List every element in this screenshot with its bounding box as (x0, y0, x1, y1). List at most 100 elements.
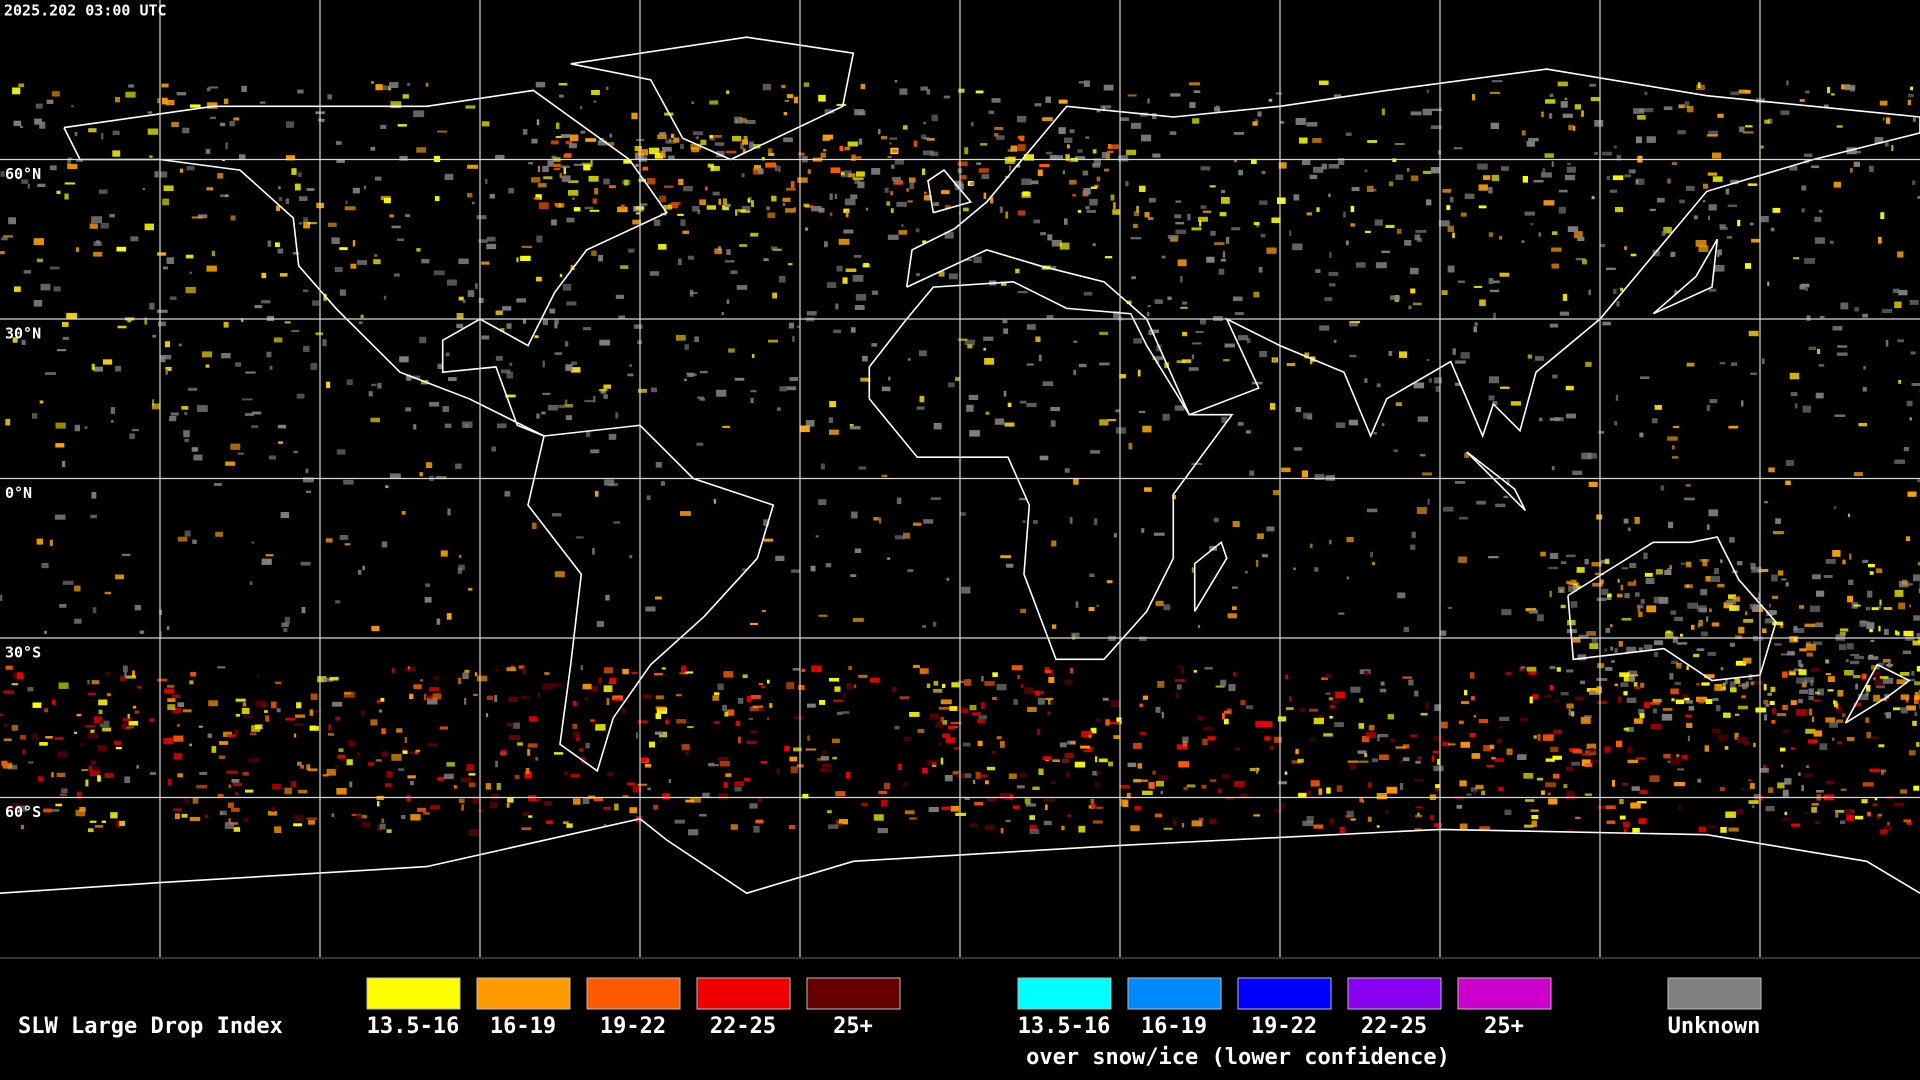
cloud-pixel (1810, 679, 1814, 686)
cloud-pixel (44, 630, 47, 634)
cloud-pixel (940, 716, 945, 723)
cloud-pixel (134, 604, 141, 611)
cloud-pixel (1568, 585, 1577, 592)
cloud-pixel (599, 340, 610, 346)
cloud-pixel (90, 760, 97, 765)
cloud-pixel (1604, 648, 1607, 652)
cloud-pixel (278, 441, 283, 444)
cloud-pixel (464, 669, 470, 673)
cloud-pixel (1020, 684, 1024, 688)
cloud-pixel (1685, 714, 1692, 717)
cloud-pixel (502, 306, 512, 311)
cloud-pixel (1295, 407, 1302, 413)
cloud-pixel (1835, 706, 1843, 713)
cloud-pixel (211, 250, 215, 257)
cloud-pixel (1596, 597, 1607, 602)
cloud-pixel (1491, 174, 1500, 182)
cloud-pixel (1646, 605, 1657, 613)
cloud-pixel (543, 801, 553, 806)
cloud-pixel (828, 417, 833, 423)
cloud-pixel (1590, 97, 1601, 102)
cloud-pixel (1799, 648, 1807, 652)
cloud-pixel (428, 695, 433, 700)
cloud-pixel (1170, 236, 1178, 242)
cloud-pixel (1367, 816, 1372, 822)
cloud-pixel (798, 685, 805, 690)
cloud-pixel (1521, 240, 1525, 243)
cloud-pixel (1878, 744, 1885, 748)
cloud-pixel (1189, 82, 1200, 86)
cloud-pixel (181, 406, 189, 410)
cloud-pixel (1730, 642, 1735, 647)
cloud-pixel (973, 780, 976, 785)
cloud-pixel (565, 364, 573, 371)
cloud-pixel (110, 407, 116, 414)
cloud-pixel (850, 194, 858, 199)
cloud-pixel (785, 208, 796, 213)
cloud-pixel (370, 147, 376, 151)
cloud-pixel (462, 299, 466, 304)
cloud-pixel (39, 121, 46, 129)
cloud-pixel (1831, 93, 1835, 96)
cloud-pixel (994, 133, 999, 137)
cloud-pixel (1046, 315, 1054, 320)
coastline (1193, 540, 1228, 612)
cloud-pixel (231, 779, 240, 783)
cloud-pixel (41, 563, 49, 569)
cloud-pixel (1227, 613, 1237, 619)
legend-swatch (1347, 977, 1442, 1010)
cloud-pixel (1459, 517, 1468, 520)
cloud-pixel (1897, 339, 1904, 343)
cloud-pixel (1681, 562, 1692, 565)
cloud-pixel (1189, 102, 1196, 108)
cloud-pixel (27, 183, 30, 189)
cloud-pixel (757, 168, 764, 174)
cloud-pixel (1853, 604, 1861, 607)
cloud-pixel (3, 724, 8, 727)
cloud-pixel (1092, 770, 1098, 776)
cloud-pixel (1539, 417, 1543, 422)
cloud-pixel (1707, 825, 1717, 829)
cloud-pixel (854, 179, 861, 184)
cloud-pixel (668, 778, 671, 783)
cloud-pixel (726, 299, 730, 304)
cloud-pixel (306, 764, 311, 770)
cloud-pixel (228, 784, 231, 789)
cloud-pixel (1769, 701, 1775, 705)
cloud-pixel (325, 538, 333, 543)
cloud-pixel (655, 706, 666, 711)
cloud-pixel (1878, 236, 1882, 244)
cloud-pixel (1807, 739, 1818, 744)
cloud-pixel (180, 168, 184, 173)
cloud-pixel (1633, 108, 1645, 114)
cloud-pixel (880, 135, 888, 140)
cloud-pixel (689, 289, 694, 297)
cloud-pixel (709, 100, 719, 105)
cloud-pixel (988, 110, 995, 114)
legend-swatch (1017, 977, 1112, 1010)
cloud-pixel (1702, 200, 1706, 203)
cloud-pixel (983, 336, 994, 341)
cloud-pixel (1739, 126, 1745, 133)
cloud-pixel (1827, 676, 1835, 682)
cloud-pixel (776, 407, 781, 411)
cloud-pixel (84, 426, 88, 429)
cloud-pixel (1062, 170, 1065, 175)
cloud-pixel (210, 116, 216, 120)
cloud-pixel (1099, 331, 1109, 335)
cloud-pixel (940, 699, 952, 705)
cloud-pixel (1466, 793, 1472, 796)
cloud-pixel (584, 696, 589, 701)
cloud-pixel (1700, 589, 1708, 596)
cloud-pixel (89, 223, 98, 229)
cloud-pixel (1808, 708, 1813, 716)
cloud-pixel (1549, 552, 1559, 559)
cloud-pixel (1089, 198, 1098, 206)
cloud-pixel (1206, 256, 1215, 263)
cloud-pixel (1654, 405, 1662, 410)
cloud-pixel (850, 574, 857, 578)
cloud-pixel (1606, 820, 1616, 824)
cloud-pixel (723, 781, 728, 788)
cloud-pixel (285, 198, 290, 204)
cloud-pixel (768, 153, 775, 156)
